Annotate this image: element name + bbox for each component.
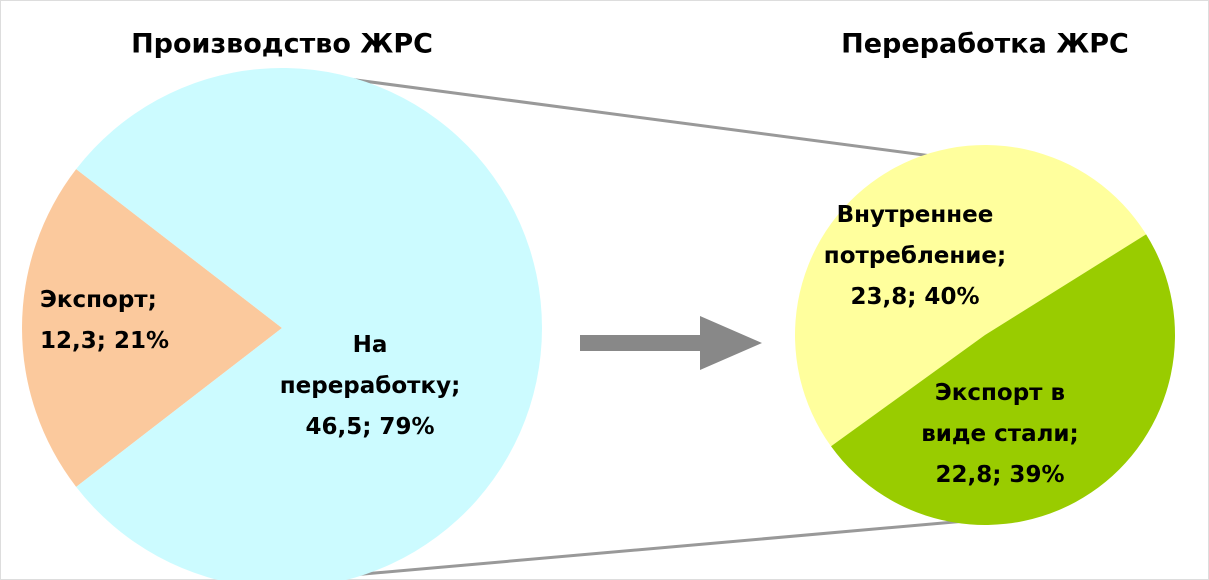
arrow bbox=[580, 316, 762, 370]
data-label: На переработку; 46,5; 79% bbox=[280, 332, 461, 440]
pie-slice bbox=[76, 68, 542, 580]
category-label: Экспорт в bbox=[935, 380, 1065, 406]
category-label: виде стали; bbox=[921, 421, 1079, 447]
data-label: Экспорт в виде стали; 22,8; 39% bbox=[921, 380, 1079, 488]
value-label: 22,8; 39% bbox=[935, 462, 1064, 488]
value-label: 12,3; 21% bbox=[40, 328, 169, 354]
value-label: 46,5; 79% bbox=[305, 414, 434, 440]
chart-title: Переработка ЖРС bbox=[841, 29, 1129, 60]
category-label: На bbox=[353, 332, 388, 358]
pie-slice bbox=[21, 169, 282, 487]
data-label: Экспорт; 12,3; 21% bbox=[40, 287, 169, 354]
connector bbox=[317, 516, 1001, 580]
category-label: переработку; bbox=[280, 373, 461, 399]
value-label: 23,8; 40% bbox=[850, 284, 979, 310]
pie-slice bbox=[794, 144, 1147, 447]
chart-title: Производство ЖРС bbox=[131, 29, 433, 60]
data-label: Внутреннее потребление; 23,8; 40% bbox=[824, 202, 1006, 310]
category-label: Внутреннее bbox=[837, 202, 994, 228]
category-label: потребление; bbox=[824, 243, 1006, 269]
pie-slice bbox=[831, 234, 1175, 525]
connector bbox=[317, 73, 1001, 167]
category-label: Экспорт; bbox=[40, 287, 157, 313]
